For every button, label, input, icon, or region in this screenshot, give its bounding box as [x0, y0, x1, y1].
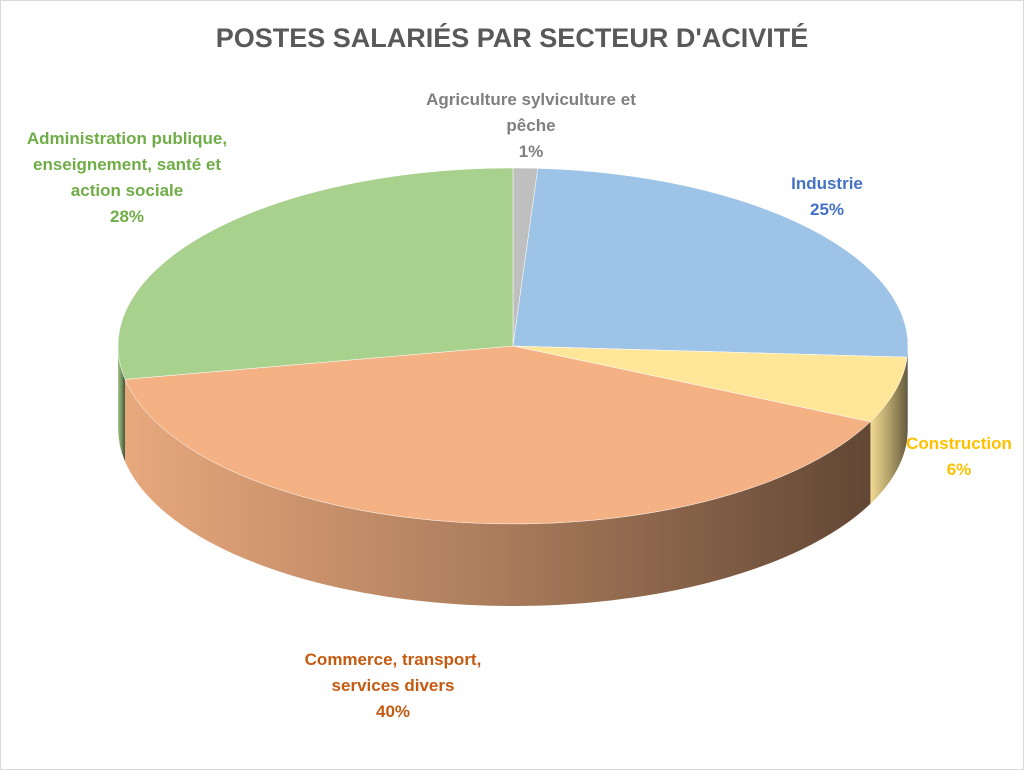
- data-label: Construction 6%: [894, 431, 1023, 483]
- data-label: Administration publique, enseignement, s…: [17, 126, 237, 230]
- chart-title: POSTES SALARIÉS PAR SECTEUR D'ACIVITÉ: [215, 23, 809, 53]
- value-label: 28%: [109, 207, 145, 226]
- slice-top: [117, 167, 514, 380]
- data-label: Agriculture sylviculture et pêche 1%: [421, 87, 641, 165]
- value-label: 25%: [809, 200, 845, 219]
- data-label: Industrie 25%: [767, 171, 887, 223]
- data-label: Commerce, transport, services divers 40%: [293, 647, 493, 725]
- slice-side-shade: [870, 357, 908, 504]
- slice-top: [512, 168, 909, 358]
- category-label: Industrie: [791, 174, 863, 193]
- value-label: 1%: [518, 142, 544, 161]
- slice: [512, 345, 908, 504]
- category-label: Construction: [906, 434, 1012, 453]
- category-label: Commerce, transport, services divers: [304, 650, 482, 695]
- value-label: 40%: [375, 702, 411, 721]
- slice-top: [512, 345, 908, 423]
- slice: [124, 345, 871, 606]
- slice-side-shade: [124, 379, 871, 606]
- slice: [512, 168, 909, 440]
- slice-top: [124, 345, 871, 525]
- slice: [117, 167, 514, 462]
- slice-side-shade: [907, 346, 908, 440]
- value-label: 6%: [946, 460, 972, 479]
- category-label: Administration publique, enseignement, s…: [26, 129, 228, 200]
- slice-side-shade: [118, 346, 125, 462]
- category-label: Agriculture sylviculture et pêche: [426, 90, 636, 135]
